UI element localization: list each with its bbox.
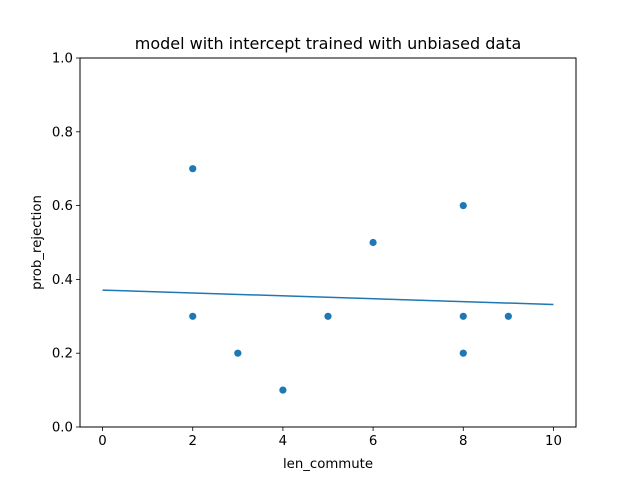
- data-point: [189, 165, 197, 173]
- y-axis-label: prob_rejection: [30, 195, 45, 290]
- y-tick-label: 0.6: [52, 199, 73, 214]
- data-point: [459, 349, 467, 357]
- y-tick-label: 0.4: [52, 273, 73, 288]
- y-tick-label: 1.0: [52, 52, 73, 67]
- plot-area-frame: [79, 57, 577, 428]
- x-tick-label: 6: [369, 434, 377, 449]
- y-tick-label: 0.0: [52, 421, 73, 436]
- data-point: [459, 202, 467, 210]
- data-point: [234, 349, 242, 357]
- data-point: [459, 312, 467, 320]
- data-point: [279, 386, 287, 394]
- y-tick-label: 0.2: [52, 347, 73, 362]
- x-tick-label: 8: [459, 434, 467, 449]
- x-axis-label: len_commute: [283, 457, 373, 472]
- y-tick-label: 0.8: [52, 125, 73, 140]
- chart-title: model with intercept trained with unbias…: [135, 34, 522, 53]
- data-point: [324, 312, 332, 320]
- data-point: [369, 238, 377, 247]
- fit-line: [102, 289, 554, 306]
- x-tick-label: 0: [98, 434, 106, 449]
- x-tick-label: 10: [545, 434, 562, 449]
- x-tick-label: 4: [279, 434, 287, 449]
- data-point: [504, 312, 512, 320]
- x-tick-label: 2: [188, 434, 196, 449]
- data-point: [189, 312, 197, 320]
